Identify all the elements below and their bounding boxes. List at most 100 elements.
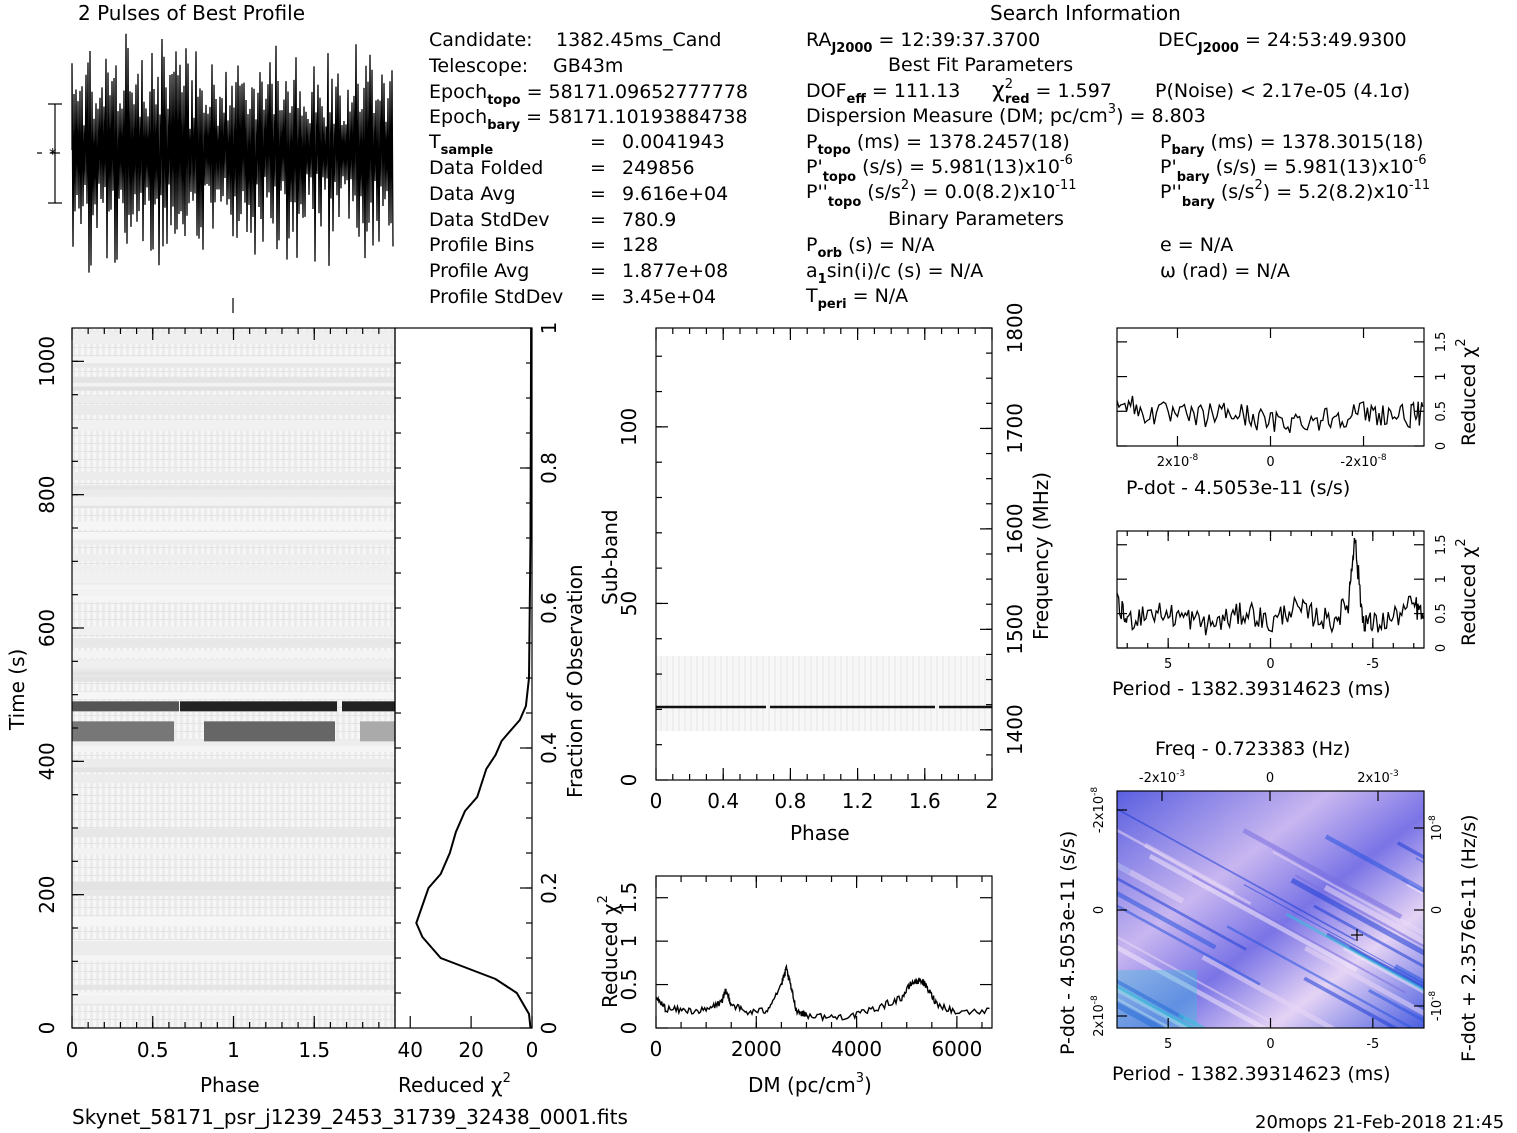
ppdot-streak — [1117, 997, 1173, 1028]
ppdot-streak — [1117, 984, 1197, 1028]
noise-band — [72, 881, 395, 890]
noise-band — [72, 945, 395, 954]
svg-text:Epochtopo= 58171.09652777778: Epochtopo = 58171.09652777778 — [429, 81, 748, 108]
tick-label: 1.5 — [298, 1038, 330, 1062]
ppdot-image — [1117, 791, 1424, 1028]
time-chi2-line — [415, 327, 533, 1029]
tick-label: 1800 — [1003, 303, 1027, 354]
svg-text:3.45e+04: 3.45e+04 — [622, 286, 716, 308]
tick-label: 600 — [35, 609, 59, 647]
tick-label: 2x10-8 — [1090, 995, 1107, 1037]
noise-band — [72, 847, 395, 855]
svg-text:780.9: 780.9 — [622, 209, 676, 231]
ppdot-streak — [1294, 874, 1424, 948]
tick-label: 1.5 — [1434, 534, 1449, 555]
noise-band — [72, 405, 395, 415]
svg-text:Profile Bins: Profile Bins — [429, 234, 534, 256]
ppdot-streak — [1117, 944, 1269, 1028]
tick-label: 1700 — [1003, 403, 1027, 454]
tick-label: 1600 — [1003, 503, 1027, 554]
noise-band — [72, 336, 395, 344]
tick-label: 1.5 — [1434, 332, 1449, 353]
tick-label: -2x10-8 — [1340, 453, 1386, 470]
svg-text:=: = — [590, 209, 606, 231]
time-chi2-plot: 40 20 0 0 0.2 0.4 0.6 0.8 1 Reduced χ2 Fraction … — [394, 322, 587, 1097]
time-phase-xlabel: Phase — [200, 1073, 260, 1097]
noise-band — [72, 383, 395, 390]
svg-text:0.0041943: 0.0041943 — [622, 131, 725, 153]
ppdot-streak — [1117, 890, 1217, 950]
svg-text:P''topo(s/s2) = 0.0(8.2)x10-11: P''topo (s/s2) = 0.0(8.2)x10-11 — [806, 178, 1077, 210]
noise-band — [72, 425, 395, 432]
ppdot-streak — [1117, 828, 1252, 905]
tick-label: 0.5 — [137, 1038, 169, 1062]
svg-text:=: = — [590, 234, 606, 256]
profile-trace — [71, 33, 394, 273]
tick-label: 0.5 — [617, 969, 641, 1001]
ppdot-streak — [1304, 945, 1424, 1017]
tick-label: 0.5 — [1434, 401, 1449, 422]
fits-filename: Skynet_58171_psr_j1239_2453_31739_32438_… — [72, 1105, 628, 1129]
tick-label: 0 — [617, 774, 641, 787]
ppdot-streak — [1117, 979, 1185, 1020]
ppdot-streak — [1397, 917, 1424, 933]
tick-label: 20 — [458, 1038, 483, 1062]
noise-band — [72, 764, 395, 773]
ppdot-corner — [1117, 970, 1197, 1028]
tick-label: 0 — [1434, 442, 1449, 450]
noise-band — [72, 532, 395, 540]
ppdot-ylabel: P-dot - 4.5053e-11 (s/s) — [1057, 831, 1079, 1055]
svg-text:1.877e+08: 1.877e+08 — [622, 260, 728, 282]
noise-band — [72, 670, 395, 679]
tick-label: -2x10-8 — [1090, 787, 1107, 833]
signal-band — [180, 701, 337, 712]
svg-text:Profile Avg: Profile Avg — [429, 260, 529, 282]
svg-text:Epochbary= 58171.10193884738: Epochbary = 58171.10193884738 — [429, 106, 748, 133]
tick-label: 0.4 — [537, 732, 561, 764]
period-pdot-plot: Freq - 0.723383 (Hz) 5 0 -5 -2x10-3 0 2x10-3 2… — [1057, 738, 1480, 1085]
time-phase-bands — [72, 331, 395, 1006]
tick-label: 1 — [1434, 575, 1449, 583]
candidate-info: Candidate: 1382.45ms_Cand Telescope: GB4… — [428, 29, 748, 308]
noise-band — [72, 995, 395, 1004]
svg-text:Profile StdDev: Profile StdDev — [429, 286, 563, 308]
binary-title: Binary Parameters — [888, 208, 1064, 230]
pdot-chi2-line — [1116, 395, 1424, 434]
best-fit-title: Best Fit Parameters — [888, 54, 1073, 76]
noise-band — [72, 420, 395, 428]
tick-label: 0 — [650, 1037, 663, 1061]
frequency-ylabel: Frequency (MHz) — [1029, 472, 1053, 640]
tick-label: 1.5 — [617, 882, 641, 914]
tick-label: 0 — [1266, 657, 1274, 672]
subband-image — [656, 656, 992, 731]
svg-text:P(Noise) < 2.17e-05 (4.1σ): P(Noise) < 2.17e-05 (4.1σ) — [1155, 80, 1410, 102]
ppdot-streaks — [1117, 808, 1424, 1028]
tick-label: 0 — [35, 1022, 59, 1035]
ppdot-streak — [1242, 828, 1403, 920]
ppdot-best-marker — [1351, 929, 1363, 941]
search-title: Search Information — [990, 1, 1181, 25]
tick-label: 400 — [35, 742, 59, 780]
tick-label: 0.4 — [707, 789, 739, 813]
noise-band — [72, 471, 395, 481]
period-ylabel: Reduced χ2 — [1454, 538, 1480, 646]
period-chi2-line — [1116, 537, 1424, 636]
tick-label: -5 — [1366, 1037, 1379, 1052]
svg-text:a1sin(i)/c (s) = N/A: a1sin(i)/c (s) = N/A — [806, 260, 983, 287]
tick-label: 200 — [35, 876, 59, 914]
svg-text:RAJ2000= 12:39:37.3700: RAJ2000 = 12:39:37.3700 — [806, 29, 1040, 56]
noise-band — [72, 650, 395, 658]
tick-label: 0.2 — [537, 872, 561, 904]
tick-label: 0 — [1430, 906, 1445, 914]
signal-band — [72, 701, 179, 712]
tick-label: 1 — [617, 935, 641, 948]
svg-text:Data StdDev: Data StdDev — [429, 209, 550, 231]
tick-label: 4000 — [831, 1037, 882, 1061]
svg-text:=: = — [590, 131, 606, 153]
tick-label: 40 — [397, 1038, 422, 1062]
tick-label: 0 — [617, 1022, 641, 1035]
signal-band — [342, 701, 395, 712]
svg-text:Candidate:: Candidate: — [429, 29, 533, 51]
